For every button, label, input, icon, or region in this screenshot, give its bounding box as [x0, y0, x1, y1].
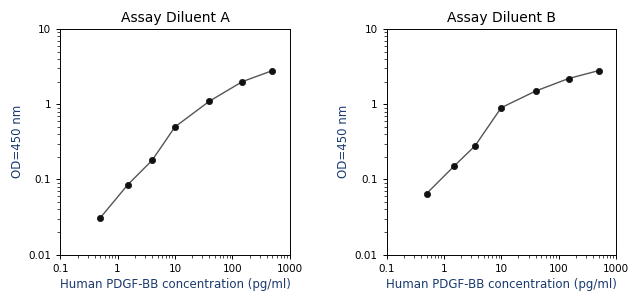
Title: Assay Diluent B: Assay Diluent B — [447, 11, 556, 25]
Y-axis label: OD=450 nm: OD=450 nm — [337, 105, 350, 178]
X-axis label: Human PDGF-BB concentration (pg/ml): Human PDGF-BB concentration (pg/ml) — [60, 278, 291, 291]
Y-axis label: OD=450 nm: OD=450 nm — [11, 105, 24, 178]
X-axis label: Human PDGF-BB concentration (pg/ml): Human PDGF-BB concentration (pg/ml) — [386, 278, 616, 291]
Title: Assay Diluent A: Assay Diluent A — [120, 11, 229, 25]
